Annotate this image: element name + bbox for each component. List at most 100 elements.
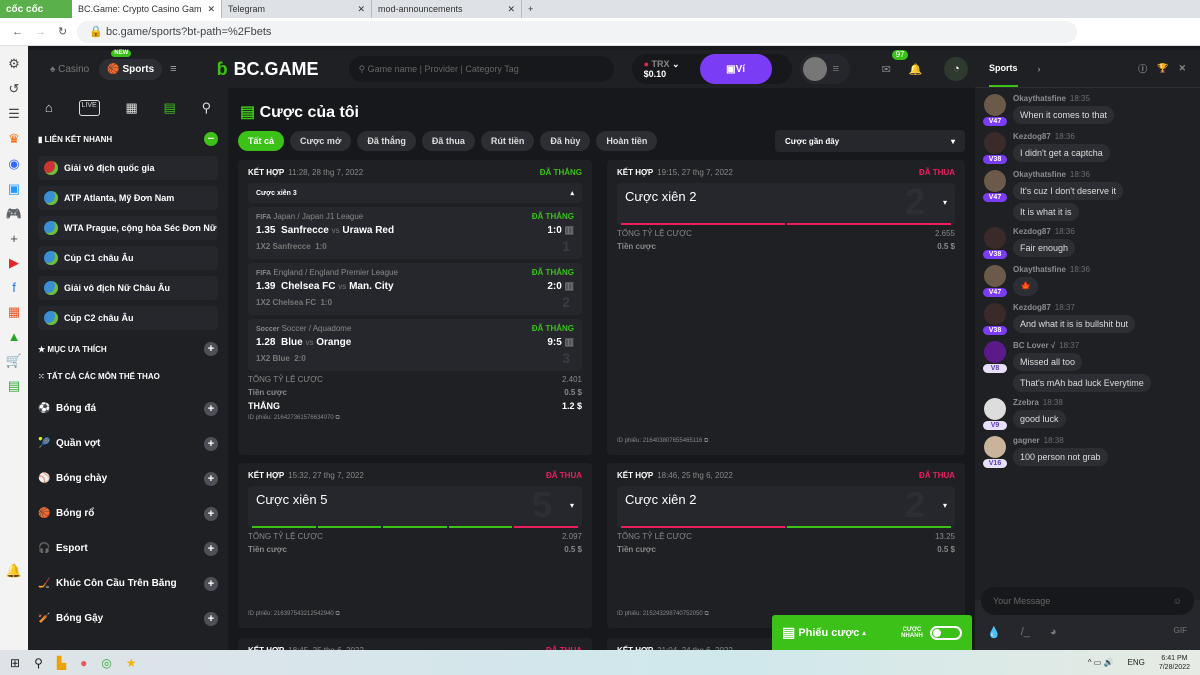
reload-icon[interactable]: ↻ <box>58 26 68 38</box>
bet-leg[interactable]: FIFA Japan / Japan J1 League ĐÃ THẮNG 1.3… <box>248 207 582 259</box>
close-icon[interactable]: ✕ <box>207 3 215 14</box>
avatar[interactable] <box>984 94 1006 116</box>
user-menu[interactable]: ≡ <box>799 54 850 84</box>
menu-icon[interactable]: ≡ <box>832 63 839 75</box>
avatar[interactable] <box>984 227 1006 249</box>
username[interactable]: Okaythatsfine <box>1013 170 1066 179</box>
chat-toggle-icon[interactable]: ◔ <box>944 57 969 81</box>
add-button[interactable]: + <box>204 576 218 591</box>
combo-summary[interactable]: Cược xiên 2 2 ▾ <box>617 486 955 528</box>
avatar[interactable] <box>802 57 827 81</box>
collapse-button[interactable]: − <box>204 132 218 146</box>
gif-icon[interactable]: GIF <box>1173 626 1187 635</box>
bell-icon[interactable]: 🔔 <box>5 563 23 578</box>
sheet-icon[interactable]: ▤ <box>7 378 21 393</box>
search-icon[interactable]: ⚲ <box>201 100 212 115</box>
browser-logo[interactable]: cốc cốc <box>0 0 72 18</box>
username[interactable]: Kezdog87 <box>1013 132 1051 141</box>
copy-icon[interactable]: ⧉ <box>335 611 340 617</box>
language-indicator[interactable]: ENG <box>1127 658 1145 667</box>
clock[interactable]: 6:41 PM 7/28/2022 <box>1159 654 1190 672</box>
menu-icon[interactable]: ≡ <box>170 63 177 75</box>
search-icon[interactable]: ⚲ <box>34 655 43 670</box>
avatar[interactable] <box>984 436 1006 458</box>
new-tab-icon[interactable]: + <box>528 4 534 14</box>
filter-open[interactable]: Cược mở <box>290 131 352 151</box>
quick-link[interactable]: WTA Prague, cộng hòa Séc Đơn Nữ <box>38 216 218 240</box>
sort-select[interactable]: Cược gần đây ▾ <box>775 130 965 152</box>
add-button[interactable]: + <box>204 541 218 556</box>
rain-icon[interactable]: 💧 <box>987 627 1001 639</box>
add-button[interactable]: + <box>204 471 218 486</box>
forward-icon[interactable]: → <box>35 25 46 38</box>
sport-item[interactable]: 🏒 Khúc Côn Cầu Trên Băng + <box>28 566 228 601</box>
close-icon[interactable]: ✕ <box>357 3 365 14</box>
sport-item[interactable]: ⚾ Bóng chày + <box>28 461 228 496</box>
history-icon[interactable]: ↺ <box>8 81 20 96</box>
wallet-button[interactable]: ▣ Ví <box>699 54 772 84</box>
sports-tab[interactable]: 🏀 Sports NEW <box>99 49 163 80</box>
command-icon[interactable]: /_ <box>1020 626 1030 638</box>
messenger-icon[interactable]: ◉ <box>8 156 20 171</box>
mail-icon[interactable]: ✉ 97 <box>882 49 909 76</box>
sport-item[interactable]: 🏀 Bóng rổ + <box>28 496 228 531</box>
chevron-right-icon[interactable]: › <box>1037 63 1041 74</box>
filter-lost[interactable]: Đã thua <box>421 131 475 151</box>
trophy-icon[interactable]: 🏆 <box>1157 63 1169 73</box>
quick-link[interactable]: Giải vô địch quốc gia <box>38 156 218 180</box>
shop-icon[interactable]: ▦ <box>7 304 21 319</box>
sport-item[interactable]: ⚽ Bóng đá + <box>28 391 228 426</box>
quick-link[interactable]: Cúp C2 châu Âu <box>38 306 218 330</box>
message-input[interactable]: Your Message ☺ <box>981 587 1194 615</box>
avatar[interactable] <box>984 132 1006 154</box>
caret-down-icon[interactable]: ▾ <box>942 501 947 510</box>
caret-down-icon[interactable]: ▾ <box>569 501 574 510</box>
edu-icon[interactable]: ▲ <box>7 329 21 344</box>
quick-bet-toggle[interactable] <box>930 625 962 640</box>
combo-summary[interactable]: Cược xiên 2 2 ▾ <box>617 183 955 225</box>
tray-icons[interactable]: ^ ▭ 🔊 <box>1087 658 1114 667</box>
currency-select[interactable]: ● TRX ⌄ $0.10 <box>643 59 680 79</box>
explorer-icon[interactable]: ▙ <box>56 655 67 670</box>
my-bets-icon[interactable]: ▤ <box>163 100 176 115</box>
quick-link[interactable]: ATP Atlanta, Mỹ Đơn Nam <box>38 186 218 210</box>
facebook-icon[interactable]: f <box>12 280 16 295</box>
add-icon[interactable]: + <box>10 231 18 246</box>
start-icon[interactable]: ⊞ <box>10 655 21 670</box>
combo-toggle[interactable]: Cược xiên 3 ▴ <box>248 183 582 203</box>
cart-icon[interactable]: 🛒 <box>5 353 23 368</box>
game-icon[interactable]: 🎮 <box>5 206 23 221</box>
avatar[interactable] <box>984 170 1006 192</box>
bet-leg[interactable]: Soccer Soccer / Aquadome ĐÃ THẮNG 1.28 Bl… <box>248 319 582 371</box>
username[interactable]: Kezdog87 <box>1013 227 1051 236</box>
stats-icon[interactable]: ▥ <box>564 337 574 348</box>
bet-leg[interactable]: FIFA England / England Premier League ĐÃ … <box>248 263 582 315</box>
username[interactable]: Okaythatsfine <box>1013 94 1066 103</box>
back-icon[interactable]: ← <box>12 25 23 38</box>
username[interactable]: Okaythatsfine <box>1013 265 1066 274</box>
add-favorite-button[interactable]: + <box>204 342 218 356</box>
casino-tab[interactable]: ♠ Casino <box>50 63 90 75</box>
crown-icon[interactable]: ♛ <box>8 131 20 146</box>
info-icon[interactable]: ⓘ <box>1138 64 1148 74</box>
filter-cashout[interactable]: Rút tiền <box>480 131 535 151</box>
url-input[interactable]: 🔒 bc.game/sports?bt-path=%2Fbets <box>77 20 1078 43</box>
username[interactable]: Zzebra <box>1013 398 1039 407</box>
copy-icon[interactable]: ⧉ <box>704 611 709 617</box>
home-icon[interactable]: ⌂ <box>44 100 53 115</box>
username[interactable]: Kezdog87 <box>1013 303 1051 312</box>
copy-icon[interactable]: ⧉ <box>335 415 340 421</box>
tab-discord[interactable]: mod-announcements ✕ <box>372 0 522 18</box>
tab-telegram[interactable]: Telegram ✕ <box>222 0 372 18</box>
username[interactable]: BC Lover √ <box>1013 341 1056 350</box>
caret-down-icon[interactable]: ▾ <box>942 198 947 207</box>
add-button[interactable]: + <box>204 436 218 451</box>
tab-bcgame[interactable]: BC.Game: Crypto Casino Gam ✕ <box>72 0 222 18</box>
add-button[interactable]: + <box>204 401 218 416</box>
filter-all[interactable]: Tất cả <box>238 131 285 151</box>
stats-icon[interactable]: ▥ <box>564 225 574 236</box>
close-icon[interactable]: ✕ <box>1178 63 1186 73</box>
betslip-bar[interactable]: ▤ Phiếu cược ▴ CƯỢC NHANH <box>772 615 972 650</box>
star-icon[interactable]: ★ <box>125 655 137 670</box>
filter-cancelled[interactable]: Đã hủy <box>540 131 591 151</box>
